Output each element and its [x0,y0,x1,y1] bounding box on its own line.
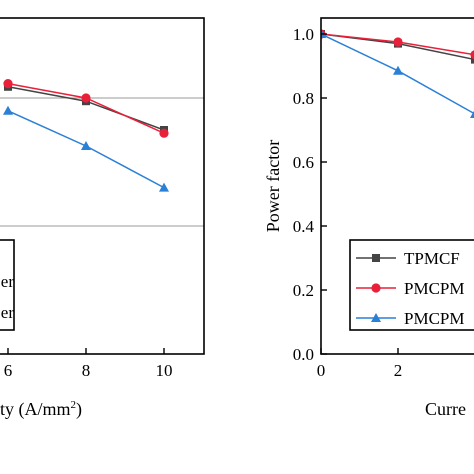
left-data-point [81,141,91,150]
left-data-point [81,93,91,103]
right-data-point [471,55,474,64]
right-y-tick-label: 0.8 [293,89,314,108]
right-legend-label: PMCPM [404,309,464,328]
left-series-line [7,86,165,131]
right-legend-label: TPMCF [404,249,460,268]
right-y-axis-label: Power factor [263,140,283,232]
left-data-point [159,182,169,192]
right-data-point [470,50,474,60]
right-legend: TPMCF PMCPM PMCPM [349,239,474,331]
left-x-tick-label: 10 [156,361,173,380]
left-legend-label: er [1,303,15,322]
left-axes-frame [0,17,205,355]
right-x-tick-label: 2 [394,361,403,380]
right-data-point [393,37,403,47]
left-data-point [3,79,13,89]
right-axes-frame [320,17,474,355]
left-x-tick-label: 8 [82,361,91,380]
right-series-layer [321,29,474,118]
left-legend: er er [0,239,15,331]
right-y-tick-label: 1.0 [293,25,314,44]
right-data-point [470,110,474,118]
right-y-tick-label: 0.2 [293,281,314,300]
right-y-tick-label: 0.6 [293,153,314,172]
right-legend-marker [372,254,380,262]
right-data-point [393,65,403,75]
left-data-point [3,105,13,115]
left-legend-box [0,239,15,331]
right-x-axis-label: Curre [425,399,466,419]
right-legend-label: PMCPM [404,279,464,298]
right-x-tick-label: 0 [317,361,326,380]
left-legend-label: er [1,272,15,291]
left-x-axis-label: ty (A/mm2) [0,399,82,420]
right-y-tick-label: 0.4 [293,217,315,236]
left-gridlines [0,97,204,227]
left-x-ticks: 6 8 10 [4,348,173,380]
left-x-tick-label: 6 [4,361,13,380]
left-panel: er er 6 8 10 ty (A/mm2) [0,17,205,420]
right-y-tick-label: 0.0 [293,345,314,364]
right-legend-marker [371,313,381,322]
left-data-point [159,128,169,138]
right-legend-box [349,239,474,331]
left-series-layer [3,79,169,192]
right-y-ticks: 0.0 0.2 0.4 0.6 0.8 1.0 [293,25,327,364]
right-legend-marker [371,283,381,293]
